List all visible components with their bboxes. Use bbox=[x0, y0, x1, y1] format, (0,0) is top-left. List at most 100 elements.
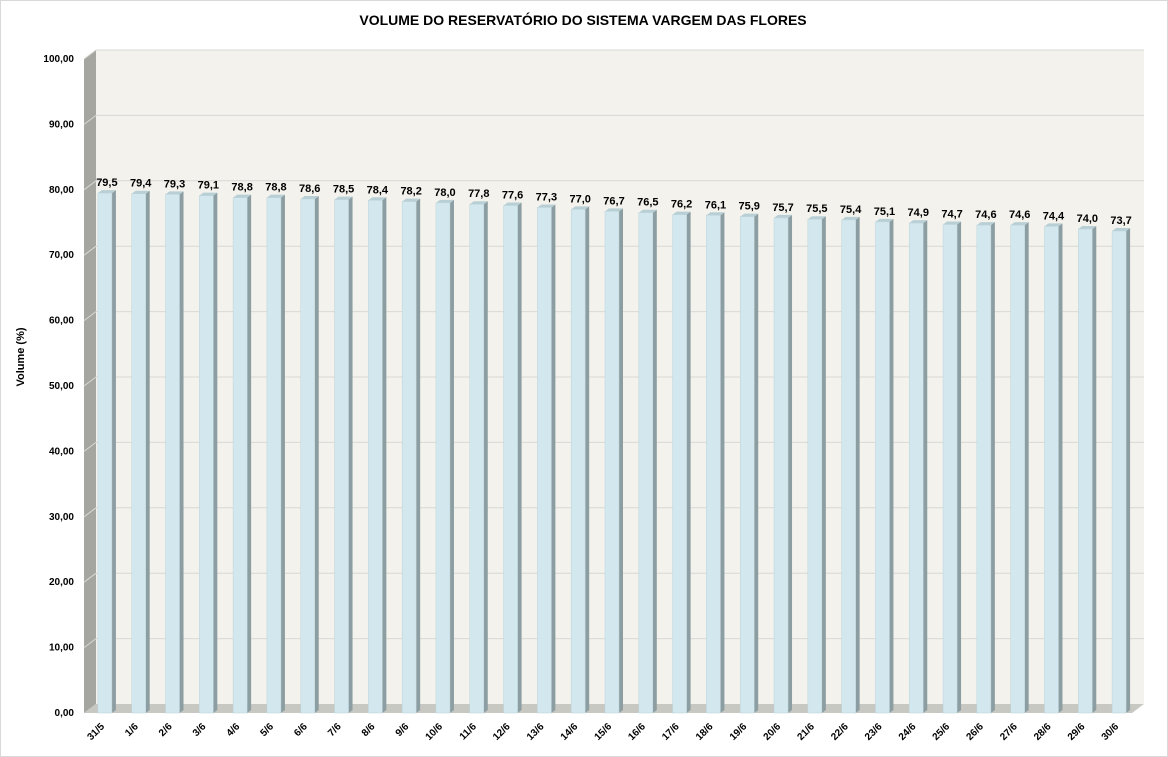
bar-top bbox=[672, 211, 691, 215]
bar bbox=[841, 219, 856, 714]
data-label: 78,4 bbox=[367, 184, 389, 196]
chart-title: VOLUME DO RESERVATÓRIO DO SISTEMA VARGEM… bbox=[359, 12, 807, 28]
bar-top bbox=[199, 192, 218, 196]
bar bbox=[1010, 224, 1025, 714]
bar-top bbox=[233, 194, 252, 198]
data-label: 78,6 bbox=[299, 183, 320, 195]
data-label: 74,9 bbox=[908, 207, 929, 219]
data-label: 76,1 bbox=[705, 199, 726, 211]
bar-top bbox=[605, 208, 623, 212]
x-tick-label: 14/6 bbox=[559, 721, 581, 743]
bar-side bbox=[990, 222, 995, 713]
x-tick-label: 21/6 bbox=[795, 721, 817, 743]
x-tick-label: 13/6 bbox=[525, 721, 547, 743]
bar bbox=[773, 217, 789, 714]
data-label: 77,8 bbox=[468, 188, 489, 200]
bar-top bbox=[638, 209, 657, 213]
y-tick-label: 80,00 bbox=[49, 185, 74, 196]
bar-side bbox=[382, 197, 387, 713]
gridline-side bbox=[83, 638, 97, 648]
x-tick-label: 2/6 bbox=[157, 721, 175, 739]
data-label: 74,6 bbox=[975, 209, 996, 221]
x-tick-label: 25/6 bbox=[931, 721, 953, 743]
data-label: 75,9 bbox=[739, 201, 760, 213]
x-tick-label: 12/6 bbox=[491, 721, 513, 743]
bar bbox=[435, 202, 451, 714]
x-tick-label: 3/6 bbox=[191, 721, 209, 739]
bar-side bbox=[416, 198, 421, 713]
gridline-side bbox=[83, 376, 97, 387]
bar bbox=[97, 192, 113, 714]
gridline-side bbox=[83, 441, 97, 452]
bar bbox=[266, 197, 282, 714]
bar-top bbox=[131, 190, 150, 194]
bar-top bbox=[503, 202, 522, 206]
data-label: 79,4 bbox=[130, 178, 152, 190]
bar-side bbox=[1092, 226, 1097, 714]
bar-top bbox=[97, 190, 116, 194]
bar-side bbox=[179, 191, 184, 714]
bar-top bbox=[266, 194, 285, 198]
bar-side bbox=[889, 218, 894, 713]
y-tick-label: 0,00 bbox=[55, 708, 75, 719]
bar-side bbox=[348, 196, 353, 714]
x-tick-label: 18/6 bbox=[694, 721, 716, 743]
bar bbox=[401, 201, 417, 714]
bar-side bbox=[1058, 223, 1063, 713]
data-label: 77,3 bbox=[536, 191, 557, 203]
bar bbox=[334, 199, 349, 714]
bar-top bbox=[740, 213, 759, 217]
bar-top bbox=[537, 204, 556, 208]
x-tick-label: 5/6 bbox=[258, 721, 276, 739]
x-tick-label: 20/6 bbox=[762, 721, 784, 743]
bar-top bbox=[1044, 223, 1063, 227]
data-label: 79,1 bbox=[198, 180, 219, 192]
bar-top bbox=[571, 206, 590, 210]
bar-side bbox=[619, 208, 623, 713]
bar-top bbox=[841, 216, 860, 220]
x-tick-label: 4/6 bbox=[225, 721, 243, 739]
bar-top bbox=[1112, 228, 1131, 232]
bar bbox=[706, 215, 721, 714]
y-tick-label: 50,00 bbox=[49, 381, 74, 392]
x-tick-label: 26/6 bbox=[964, 721, 986, 743]
y-tick-label: 90,00 bbox=[49, 119, 74, 130]
bar-top bbox=[909, 220, 928, 224]
x-tick-label: 27/6 bbox=[998, 721, 1020, 743]
data-label: 77,0 bbox=[569, 193, 590, 205]
bar bbox=[368, 200, 383, 714]
bar bbox=[1078, 228, 1093, 714]
bar-top bbox=[469, 201, 488, 205]
x-tick-label: 10/6 bbox=[424, 721, 446, 743]
bar bbox=[503, 205, 518, 714]
y-tick-label: 60,00 bbox=[49, 316, 74, 327]
bar-side bbox=[923, 220, 928, 714]
bar bbox=[165, 194, 180, 714]
x-tick-label: 15/6 bbox=[593, 721, 615, 743]
bar-side bbox=[111, 190, 116, 713]
data-label: 78,0 bbox=[434, 187, 455, 199]
gridline-side bbox=[83, 49, 97, 60]
bar bbox=[469, 203, 485, 714]
y-tick-label: 20,00 bbox=[49, 577, 74, 588]
y-tick-label: 30,00 bbox=[49, 512, 74, 523]
bar bbox=[1111, 230, 1127, 714]
x-tick-label: 11/6 bbox=[458, 721, 479, 742]
bar bbox=[131, 193, 146, 714]
bar bbox=[1044, 226, 1059, 714]
data-label: 79,3 bbox=[164, 178, 185, 190]
gridline-side bbox=[83, 115, 97, 125]
data-label: 74,7 bbox=[941, 208, 962, 220]
bar-top bbox=[943, 221, 962, 225]
bar-side bbox=[720, 212, 725, 713]
x-tick-label: 31/5 bbox=[85, 721, 107, 743]
bar-side bbox=[652, 209, 657, 713]
y-tick-label: 70,00 bbox=[49, 250, 74, 261]
x-tick-label: 6/6 bbox=[292, 721, 310, 739]
y-tick-label: 100,00 bbox=[43, 54, 74, 65]
data-label: 78,5 bbox=[333, 184, 354, 196]
data-label: 76,7 bbox=[603, 195, 624, 207]
bar-side bbox=[754, 213, 759, 713]
bar-side bbox=[213, 192, 218, 713]
